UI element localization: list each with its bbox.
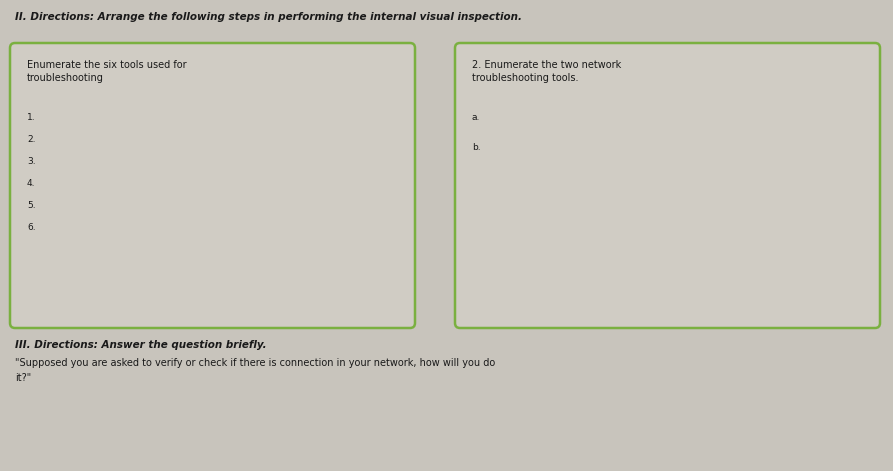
- Text: it?": it?": [15, 373, 31, 383]
- Text: b.: b.: [472, 143, 480, 152]
- Text: 4.: 4.: [27, 179, 36, 188]
- Text: a.: a.: [472, 113, 480, 122]
- Text: 2.: 2.: [27, 135, 36, 144]
- FancyBboxPatch shape: [455, 43, 880, 328]
- Text: "Supposed you are asked to verify or check if there is connection in your networ: "Supposed you are asked to verify or che…: [15, 358, 496, 368]
- FancyBboxPatch shape: [10, 43, 415, 328]
- Text: 1.: 1.: [27, 113, 36, 122]
- Text: 3.: 3.: [27, 157, 36, 166]
- Text: 2. Enumerate the two network
troubleshooting tools.: 2. Enumerate the two network troubleshoo…: [472, 60, 622, 83]
- Text: III. Directions: Answer the question briefly.: III. Directions: Answer the question bri…: [15, 340, 267, 350]
- Text: Enumerate the six tools used for
troubleshooting: Enumerate the six tools used for trouble…: [27, 60, 187, 83]
- Text: 6.: 6.: [27, 223, 36, 232]
- Text: 5.: 5.: [27, 201, 36, 210]
- Text: II. Directions: Arrange the following steps in performing the internal visual in: II. Directions: Arrange the following st…: [15, 12, 522, 22]
